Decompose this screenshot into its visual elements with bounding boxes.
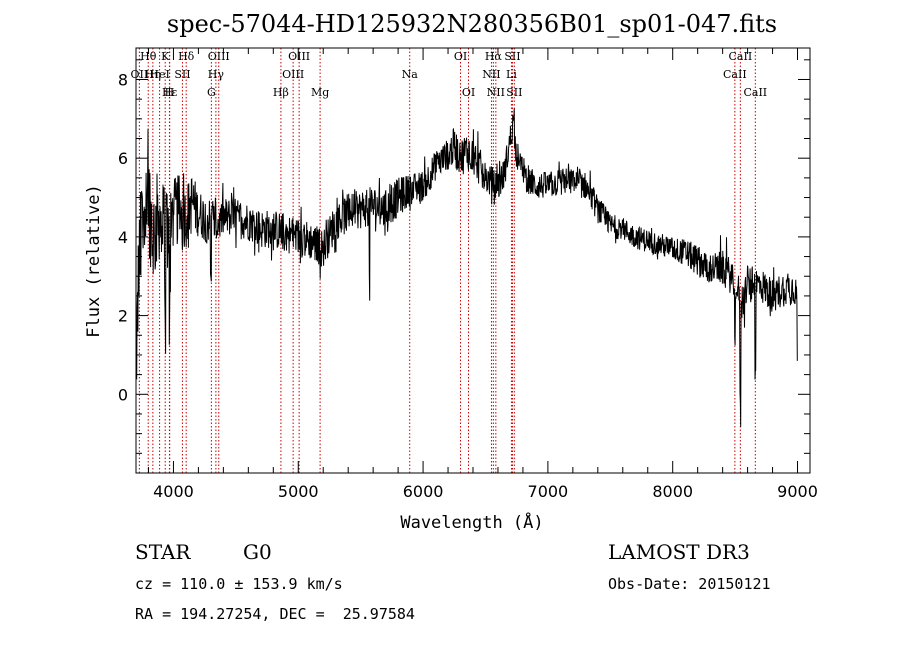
line-label: G (207, 86, 216, 99)
plot-frame (135, 47, 811, 474)
line-label: Na (402, 68, 419, 81)
spectrum-line (135, 108, 798, 427)
line-label: Mg (311, 86, 329, 99)
line-label: SII (504, 50, 520, 63)
x-axis-title: Wavelength (Å) (400, 511, 543, 533)
chart-title: spec-57044-HD125932N280356B01_sp01-047.f… (167, 10, 777, 38)
line-label: NII (487, 86, 505, 99)
spectral-line-markers (138, 48, 756, 473)
x-tick-label: 4000 (153, 482, 194, 501)
line-label: SII (174, 68, 190, 81)
line-label: CaII (729, 50, 753, 63)
redshift-info: cz = 110.0 ± 153.9 km/s (135, 575, 343, 593)
line-label: CaII (723, 68, 747, 81)
line-label: K (161, 50, 170, 63)
object-class: STAR (135, 540, 191, 564)
subclass: G0 (243, 540, 272, 564)
line-label: SII (506, 86, 522, 99)
x-tick-label: 7000 (528, 482, 569, 501)
line-label: H (165, 86, 175, 99)
line-label: Li (506, 68, 517, 81)
y-tick-label: 4 (118, 228, 128, 247)
line-label: NII (482, 68, 500, 81)
y-tick-label: 8 (118, 70, 128, 89)
y-tick-label: 6 (118, 149, 128, 168)
line-label: Hβ (273, 86, 289, 99)
line-label: CaII (743, 86, 767, 99)
y-axis: 0 2 4 6 8 (118, 59, 810, 454)
x-tick-label: 8000 (652, 482, 693, 501)
line-label: Hα (485, 50, 503, 63)
line-label: Hδ (178, 50, 195, 63)
line-label: OIII (282, 68, 304, 81)
x-tick-label: 9000 (777, 482, 818, 501)
line-label: Hθ (140, 50, 157, 63)
line-label: OIII (288, 50, 310, 63)
line-label: Hη (145, 68, 161, 81)
x-tick-label: 5000 (278, 482, 319, 501)
coordinates: RA = 194.27254, DEC = 25.97584 (135, 605, 415, 623)
y-axis-title: Flux (relative) (84, 184, 104, 338)
y-tick-label: 2 (118, 307, 128, 326)
x-tick-label: 6000 (403, 482, 444, 501)
line-label: OIII (208, 50, 230, 63)
line-label: Hγ (208, 68, 225, 81)
obs-date: Obs-Date: 20150121 (608, 575, 771, 593)
x-axis: 4000 5000 6000 7000 8000 9000 (147, 48, 818, 501)
y-tick-label: 0 (118, 385, 128, 404)
line-label: Hε (162, 86, 178, 99)
line-label: HeI (149, 68, 169, 81)
line-label: OII (131, 68, 149, 81)
line-label: OI (462, 86, 475, 99)
survey-name: LAMOST DR3 (608, 540, 750, 564)
line-label: OI (454, 50, 467, 63)
